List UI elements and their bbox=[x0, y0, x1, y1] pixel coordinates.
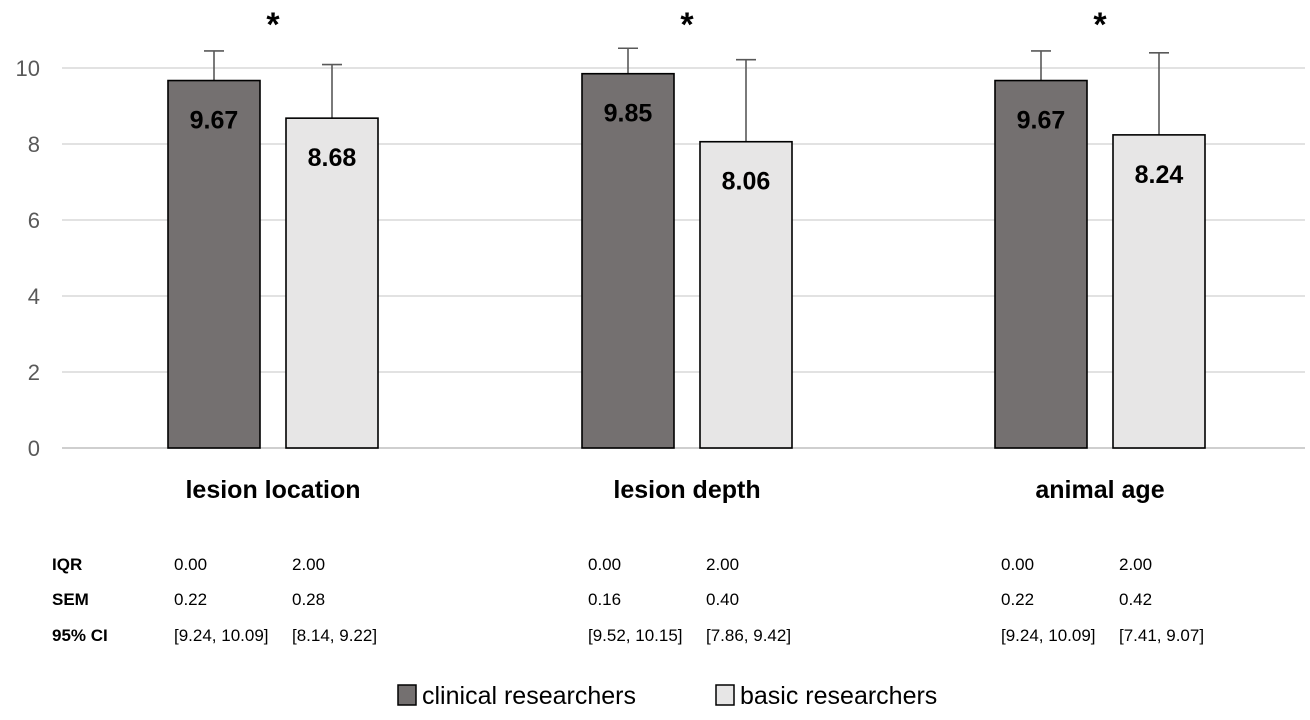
stat-value: 0.00 bbox=[174, 555, 207, 574]
legend-swatch bbox=[397, 684, 417, 706]
data-label: 9.67 bbox=[1017, 107, 1066, 135]
stat-value: 0.28 bbox=[292, 590, 325, 609]
legend-label: basic researchers bbox=[740, 682, 937, 710]
legend-label: clinical researchers bbox=[422, 682, 636, 710]
stat-row-label: 95% CI bbox=[52, 626, 108, 645]
bar bbox=[994, 79, 1088, 449]
data-label: 8.24 bbox=[1135, 161, 1184, 189]
stat-value: 0.00 bbox=[588, 555, 621, 574]
y-tick-label: 8 bbox=[28, 132, 40, 157]
y-tick-label: 0 bbox=[28, 436, 40, 461]
stat-row-label: IQR bbox=[52, 555, 82, 574]
x-category-label: lesion depth bbox=[613, 476, 760, 504]
data-label: 8.68 bbox=[308, 144, 357, 172]
stat-value: 0.42 bbox=[1119, 590, 1152, 609]
data-label: 9.67 bbox=[190, 107, 239, 135]
legend-swatch bbox=[715, 684, 735, 706]
data-label: 8.06 bbox=[722, 168, 771, 196]
stat-value: 2.00 bbox=[1119, 555, 1152, 574]
stat-value: [7.86, 9.42] bbox=[706, 626, 791, 645]
stat-value: 0.22 bbox=[174, 590, 207, 609]
bar bbox=[581, 72, 675, 449]
stat-value: 0.00 bbox=[1001, 555, 1034, 574]
bar bbox=[167, 79, 261, 449]
y-tick-label: 6 bbox=[28, 208, 40, 233]
bar bbox=[699, 140, 793, 449]
stat-value: 2.00 bbox=[706, 555, 739, 574]
y-tick-label: 10 bbox=[16, 56, 40, 81]
stat-value: [9.24, 10.09] bbox=[174, 626, 269, 645]
y-tick-label: 2 bbox=[28, 360, 40, 385]
stat-row-label: SEM bbox=[52, 590, 89, 609]
y-tick-label: 4 bbox=[28, 284, 40, 309]
stat-value: [9.24, 10.09] bbox=[1001, 626, 1096, 645]
bar bbox=[1112, 134, 1206, 449]
significance-marker: * bbox=[266, 6, 280, 44]
stat-value: [7.41, 9.07] bbox=[1119, 626, 1204, 645]
stat-value: [9.52, 10.15] bbox=[588, 626, 683, 645]
x-category-label: lesion location bbox=[185, 476, 360, 504]
stat-value: 0.22 bbox=[1001, 590, 1034, 609]
data-label: 9.85 bbox=[604, 100, 653, 128]
stat-value: 2.00 bbox=[292, 555, 325, 574]
stat-value: 0.40 bbox=[706, 590, 739, 609]
bar bbox=[285, 117, 379, 449]
significance-marker: * bbox=[680, 6, 694, 44]
x-category-label: animal age bbox=[1035, 476, 1164, 504]
significance-marker: * bbox=[1093, 6, 1107, 44]
stat-value: [8.14, 9.22] bbox=[292, 626, 377, 645]
stat-value: 0.16 bbox=[588, 590, 621, 609]
